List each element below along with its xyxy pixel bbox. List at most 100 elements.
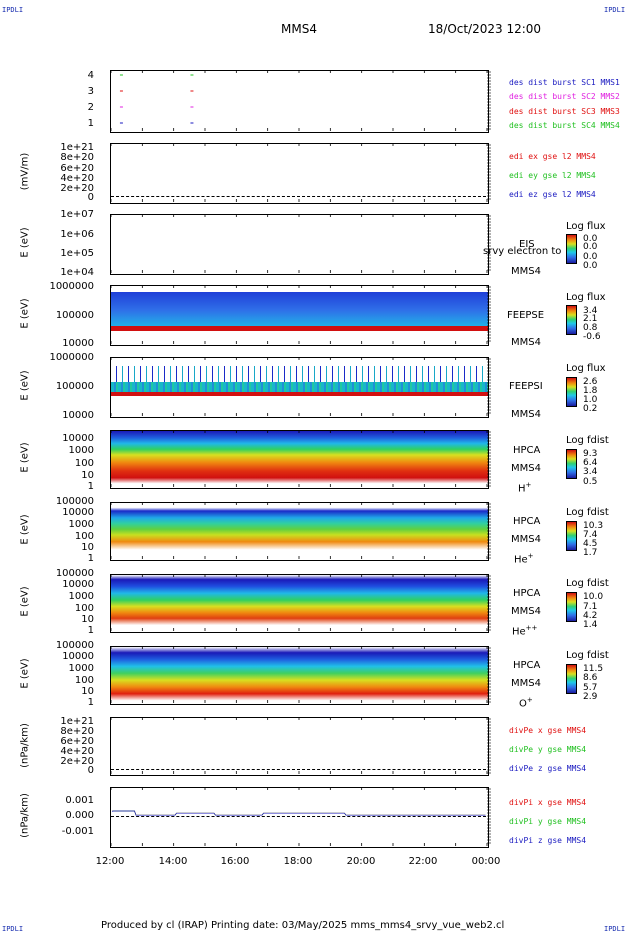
legend-text: divPi z gse MMS4: [509, 836, 587, 845]
edi-ylabel: (mV/m): [19, 152, 31, 191]
tick-label: 100: [74, 603, 94, 614]
tick-label: 4: [87, 70, 94, 81]
tick-label: 10000: [62, 410, 94, 421]
legend-burst-sc1: des dist burst SC1 MMS1: [509, 78, 620, 87]
divpe-panel: [110, 717, 489, 776]
legend-text: des dist burst SC1 MMS1: [509, 78, 620, 87]
tick-label: 1: [87, 697, 94, 708]
divpi-ylabel: (nPa/km): [19, 793, 31, 838]
divpi-zero-line: [111, 816, 486, 817]
legend-text: divPe y gse MMS4: [509, 745, 587, 754]
tick-label: 100000: [55, 640, 94, 651]
feepse-cb-val: -0.6: [583, 332, 601, 342]
feepsi-low-band: [111, 392, 488, 396]
legend-burst-sc4: des dist burst SC4 MMS4: [509, 121, 620, 130]
hpca-hepp-spacecraft: MMS4: [511, 606, 541, 617]
feepse-colorbar: [566, 305, 577, 335]
tick-label: 2e+20: [60, 183, 94, 194]
tick-label: 3: [87, 86, 94, 97]
hpca-he-spectrum: [111, 503, 488, 560]
hpca-h-species: H+: [518, 481, 531, 494]
hpca-he-cb-val: 7.4: [583, 530, 598, 540]
hpca-h-cb-val: 9.3: [583, 449, 598, 459]
hpca-o-spectrum: [111, 647, 488, 704]
tick-label: 1000: [68, 663, 94, 674]
feepsi-mid-band: [111, 382, 488, 392]
species-name: H: [518, 483, 526, 495]
hpca-he-cb-val: 10.3: [583, 521, 604, 531]
eis-cb-val: 0.0: [583, 242, 598, 252]
feepse-spacecraft: MMS4: [511, 337, 541, 348]
hpca-o-panel: [110, 646, 489, 705]
hpca-he-panel: [110, 502, 489, 561]
corner-label-top-left: IPDLI: [2, 6, 24, 14]
hpca-hepp-species: He++: [512, 624, 537, 637]
x-tick-label: 22:00: [408, 856, 438, 867]
hpca-h-cb-val: 6.4: [583, 458, 598, 468]
hpca-hepp-ylabel: E (eV): [19, 586, 31, 617]
feepse-panel: [110, 285, 489, 346]
species-name: He: [514, 554, 528, 566]
tick-label: 0.001: [65, 795, 94, 806]
tick-label: 10000: [62, 651, 94, 662]
eis-ylabel: E (eV): [19, 227, 31, 258]
x-tick-label: 12:00: [95, 856, 125, 867]
species-charge: ++: [525, 624, 538, 632]
tick-label: 2e+20: [60, 756, 94, 767]
legend-edi-ey: edi ey gse l2 MMS4: [509, 171, 596, 180]
tick-label: 1000: [68, 591, 94, 602]
legend-text: des dist burst SC3 MMS3: [509, 107, 620, 116]
hpca-h-cb-val: 0.5: [583, 477, 598, 487]
legend-text: des dist burst SC2 MMS2: [509, 92, 620, 101]
corner-label-bottom-left: IPDLI: [2, 925, 24, 933]
tick-label: 100000: [55, 381, 94, 392]
hpca-hepp-panel: [110, 574, 489, 633]
legend-divpe-z: divPe z gse MMS4: [509, 764, 586, 773]
edi-panel: [110, 143, 489, 204]
feepsi-colorbar: [566, 377, 577, 407]
feepse-colorbar-title: Log flux: [566, 292, 606, 303]
x-tick-label: 14:00: [158, 856, 188, 867]
legend-text: divPe x gse MMS4: [509, 726, 587, 735]
eis-spacecraft: MMS4: [511, 266, 541, 277]
tick-label: 1e+06: [60, 229, 94, 240]
legend-divpe-y: divPe y gse MMS4: [509, 745, 586, 754]
hpca-hepp-instrument: HPCA: [513, 588, 541, 599]
species-charge: +: [526, 696, 533, 704]
tick-label: 2: [87, 102, 94, 113]
hpca-hepp-colorbar-title: Log fdist: [566, 578, 609, 589]
tick-label: 10: [81, 686, 94, 697]
legend-text: edi ez gse l2 MMS4: [509, 190, 596, 199]
spacecraft-title: MMS4: [281, 22, 317, 36]
hpca-o-species: O+: [519, 696, 533, 709]
divpe-zero-line: [111, 769, 486, 770]
species-name: O: [519, 698, 527, 710]
feepse-cb-val: 0.8: [583, 323, 598, 333]
tick-label: 10000: [62, 507, 94, 518]
legend-edi-ez: edi ez gse l2 MMS4: [509, 190, 596, 199]
tick-label: 1e+07: [60, 209, 94, 220]
hpca-h-spectrum: [111, 431, 488, 488]
eis-panel: [110, 214, 489, 275]
x-tick-label: 20:00: [346, 856, 376, 867]
hpca-hepp-cb-val: 1.4: [583, 620, 598, 630]
tick-label: 4e+20: [60, 746, 94, 757]
hpca-he-instrument: HPCA: [513, 516, 541, 527]
hpca-o-cb-val: 8.6: [583, 673, 598, 683]
legend-divpe-x: divPe x gse MMS4: [509, 726, 586, 735]
tick-label: 1: [87, 481, 94, 492]
feepsi-spacecraft: MMS4: [511, 409, 541, 420]
tick-label: 1: [87, 625, 94, 636]
tick-label: 0: [87, 765, 94, 776]
hpca-he-colorbar: [566, 521, 577, 551]
corner-label-bottom-right: IPDLI: [604, 925, 626, 933]
tick-label: 0: [87, 192, 94, 203]
hpca-hepp-colorbar: [566, 592, 577, 622]
tick-label: 1e+05: [60, 248, 94, 259]
hpca-hepp-spectrum: [111, 575, 488, 632]
tick-label: 1: [87, 118, 94, 129]
legend-text: des dist burst SC4 MMS4: [509, 121, 620, 130]
tick-label: 100000: [55, 310, 94, 321]
hpca-o-cb-val: 11.5: [583, 664, 604, 674]
